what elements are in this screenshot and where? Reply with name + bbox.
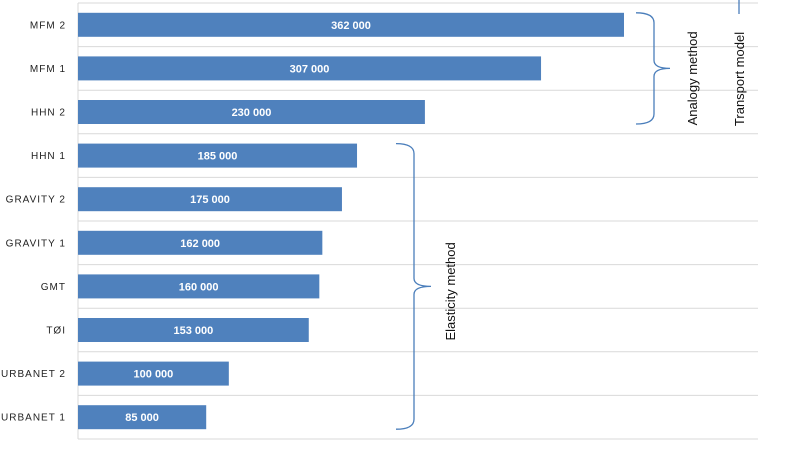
bar — [78, 318, 309, 342]
data-label: 185 000 — [198, 151, 238, 163]
bar — [78, 56, 542, 81]
bar — [78, 187, 342, 212]
category-label: URBANET 1 — [1, 413, 66, 424]
bar — [78, 12, 624, 37]
analogy-method-label: Analogy method — [685, 31, 700, 125]
category-label: GRAVITY 2 — [6, 195, 66, 206]
bar — [78, 143, 358, 168]
elasticity-bracket — [395, 142, 432, 430]
data-label: 100 000 — [134, 369, 174, 381]
bar — [78, 405, 207, 430]
bar — [78, 100, 425, 124]
data-label: 153 000 — [174, 325, 214, 337]
data-label: 162 000 — [180, 238, 220, 250]
transport-model-label: Transport model — [732, 32, 747, 126]
category-label: MFM 1 — [30, 64, 66, 75]
data-label: 85 000 — [125, 412, 159, 424]
category-label: MFM 2 — [30, 20, 66, 31]
bar — [78, 230, 323, 255]
bar — [78, 361, 229, 386]
category-label: TØI — [46, 326, 66, 337]
analogy-bracket — [635, 12, 671, 125]
category-label: HHN 1 — [31, 151, 66, 162]
data-label: 175 000 — [190, 194, 230, 206]
category-label: URBANET 2 — [1, 369, 66, 380]
data-label: 160 000 — [179, 281, 219, 293]
category-label: HHN 2 — [31, 108, 66, 119]
elasticity-method-label: Elasticity method — [443, 242, 458, 340]
data-label: 307 000 — [290, 63, 330, 75]
bar — [78, 274, 320, 299]
category-label: GRAVITY 1 — [6, 238, 66, 249]
category-label: GMT — [41, 282, 66, 293]
data-label: 230 000 — [232, 107, 272, 119]
data-label: 362 000 — [331, 20, 371, 32]
